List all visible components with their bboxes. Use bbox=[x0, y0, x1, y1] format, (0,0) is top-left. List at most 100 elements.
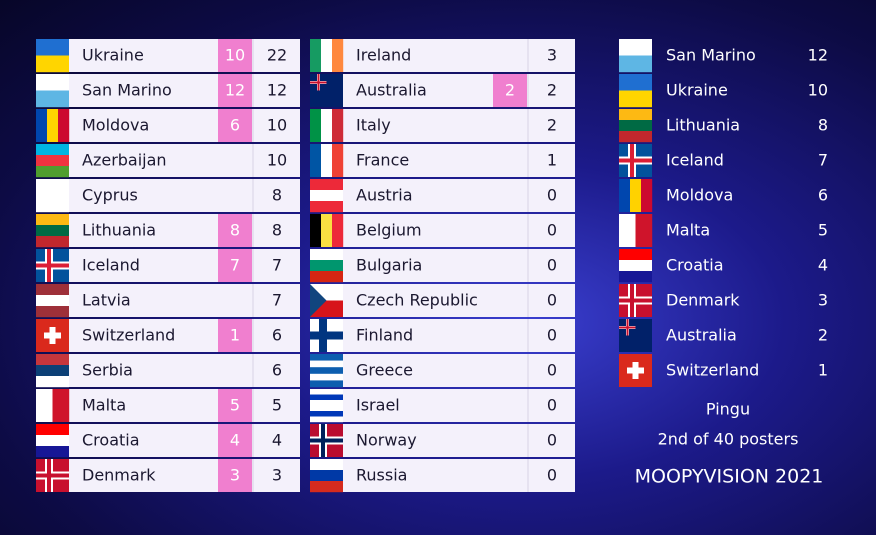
row-background bbox=[36, 354, 300, 387]
flag-part bbox=[310, 400, 343, 406]
row-background bbox=[310, 179, 575, 212]
flag-part bbox=[635, 214, 653, 247]
flag-part bbox=[36, 144, 69, 156]
row-background bbox=[310, 284, 575, 317]
flag-part bbox=[321, 39, 333, 72]
flag-part bbox=[619, 249, 652, 261]
given-points: 1 bbox=[818, 361, 828, 380]
points-received: 5 bbox=[230, 396, 240, 415]
flag-part bbox=[310, 405, 343, 412]
given-points: 3 bbox=[818, 291, 828, 310]
flag bbox=[310, 39, 344, 72]
flag-part bbox=[619, 131, 652, 143]
flag-part bbox=[36, 155, 69, 167]
flag bbox=[619, 319, 652, 352]
flag bbox=[310, 249, 343, 283]
country-name: Ukraine bbox=[82, 46, 144, 65]
total-score: 10 bbox=[267, 116, 287, 135]
row-background bbox=[310, 354, 575, 387]
country-name: Switzerland bbox=[82, 326, 175, 345]
country-name: Russia bbox=[356, 466, 407, 485]
flag-part bbox=[630, 179, 642, 212]
flag-part bbox=[619, 214, 636, 247]
flag bbox=[36, 319, 69, 352]
flag bbox=[36, 74, 69, 108]
flag-part bbox=[36, 446, 69, 458]
flag-part bbox=[619, 109, 652, 121]
flag bbox=[36, 39, 69, 73]
flag bbox=[36, 179, 69, 213]
row-background bbox=[310, 424, 575, 457]
total-score: 0 bbox=[547, 186, 557, 205]
row-background bbox=[310, 459, 575, 492]
flag-part bbox=[36, 109, 48, 142]
total-score: 3 bbox=[272, 466, 282, 485]
given-points: 12 bbox=[808, 46, 828, 65]
points-received: 4 bbox=[230, 431, 240, 450]
points-received: 12 bbox=[225, 81, 245, 100]
flag-part bbox=[36, 90, 69, 108]
country-name: Cyprus bbox=[82, 186, 138, 205]
flag bbox=[36, 459, 69, 492]
total-score: 2 bbox=[547, 81, 557, 100]
points-received: 7 bbox=[230, 256, 240, 275]
flag bbox=[36, 249, 69, 282]
country-name: Serbia bbox=[82, 361, 133, 380]
total-score: 2 bbox=[547, 116, 557, 135]
flag-part bbox=[310, 389, 343, 395]
total-score: 7 bbox=[272, 291, 282, 310]
total-score: 0 bbox=[547, 466, 557, 485]
flag bbox=[310, 144, 344, 177]
row-background bbox=[36, 109, 300, 142]
points-received: 10 bbox=[225, 46, 245, 65]
given-country: Iceland bbox=[666, 151, 724, 170]
country-name: Australia bbox=[356, 81, 427, 100]
flag-part bbox=[619, 260, 652, 272]
row-background bbox=[36, 214, 300, 247]
flag bbox=[619, 214, 653, 247]
country-name: France bbox=[356, 151, 409, 170]
flag-part bbox=[619, 90, 652, 108]
flag bbox=[310, 424, 343, 457]
flag-part bbox=[619, 158, 652, 163]
flag bbox=[36, 354, 69, 388]
flag-part bbox=[619, 298, 652, 303]
total-score: 3 bbox=[547, 46, 557, 65]
flag bbox=[619, 249, 652, 283]
given-country: Malta bbox=[666, 221, 710, 240]
total-score: 0 bbox=[547, 326, 557, 345]
row-background bbox=[36, 249, 300, 282]
flag bbox=[619, 144, 652, 177]
points-box bbox=[493, 74, 527, 107]
total-score: 7 bbox=[272, 256, 282, 275]
country-name: Finland bbox=[356, 326, 413, 345]
flag-part bbox=[36, 473, 69, 478]
flag-part bbox=[310, 39, 322, 72]
points-box bbox=[218, 214, 252, 247]
row-background bbox=[310, 214, 575, 247]
flag-part bbox=[310, 459, 343, 471]
total-score: 0 bbox=[547, 221, 557, 240]
total-score: 0 bbox=[547, 291, 557, 310]
flag-part bbox=[321, 109, 333, 142]
points-box bbox=[218, 389, 252, 422]
flag bbox=[619, 74, 652, 108]
flag bbox=[310, 459, 343, 493]
flag-part bbox=[36, 263, 69, 268]
total-score: 22 bbox=[267, 46, 287, 65]
country-name: Iceland bbox=[82, 256, 140, 275]
flag-part bbox=[332, 39, 344, 72]
row-background bbox=[36, 284, 300, 317]
flag-part bbox=[36, 435, 69, 447]
flag-part bbox=[619, 179, 631, 212]
country-name: Malta bbox=[82, 396, 126, 415]
points-box bbox=[218, 74, 252, 107]
given-points: 5 bbox=[818, 221, 828, 240]
total-score: 4 bbox=[272, 431, 282, 450]
row-background bbox=[36, 39, 300, 72]
country-name: Austria bbox=[356, 186, 413, 205]
flag bbox=[36, 389, 70, 422]
total-score: 12 bbox=[267, 81, 287, 100]
flag bbox=[310, 214, 344, 247]
